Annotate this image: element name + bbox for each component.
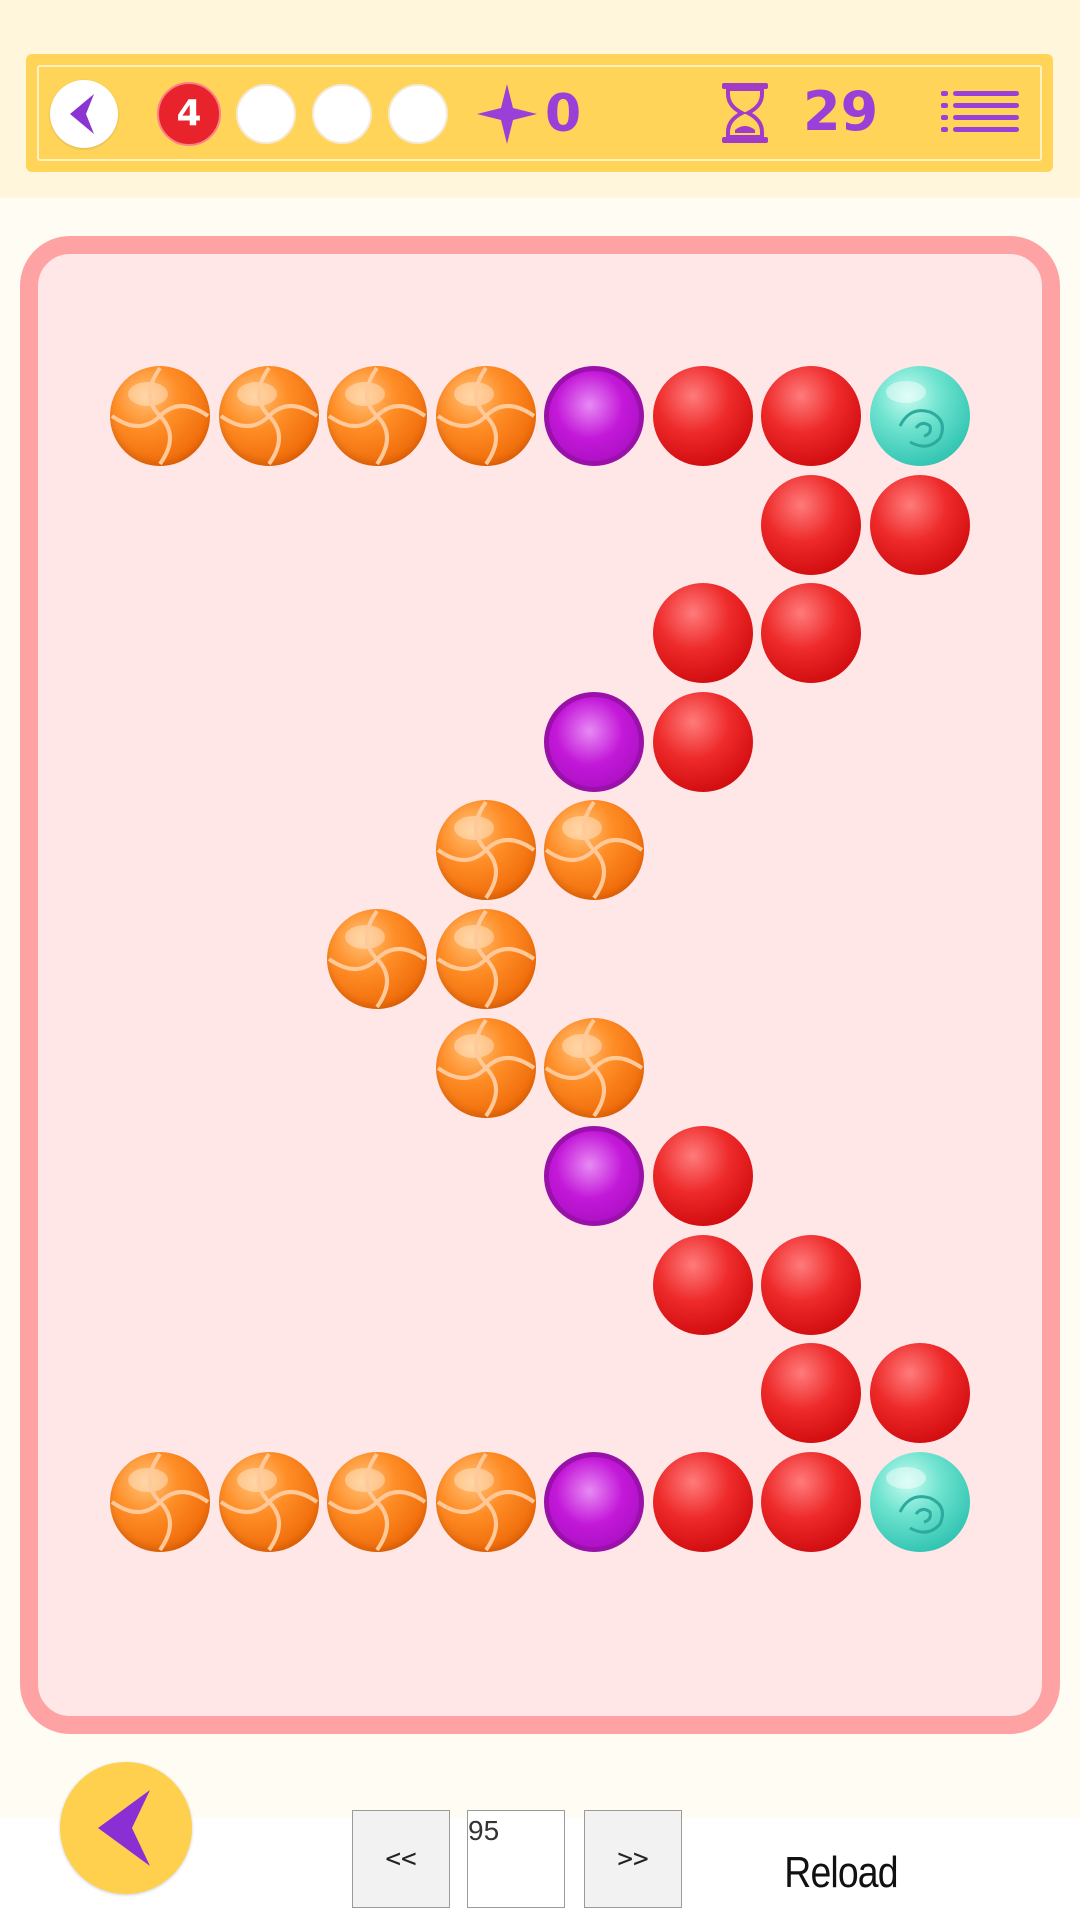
orange-ball[interactable] [327, 1452, 427, 1552]
empty-slot [388, 84, 448, 144]
red-ball[interactable] [653, 366, 753, 466]
purple-ball[interactable] [544, 692, 644, 792]
level-input[interactable]: 95 [467, 1810, 565, 1908]
orange-ball[interactable] [436, 1452, 536, 1552]
star-count: 0 [545, 84, 582, 144]
menu-list-icon[interactable] [940, 88, 1020, 136]
red-ball[interactable] [653, 583, 753, 683]
orange-ball[interactable] [436, 366, 536, 466]
red-ball[interactable] [870, 1343, 970, 1443]
orange-ball[interactable] [544, 800, 644, 900]
orange-ball[interactable] [436, 800, 536, 900]
hud-frame [37, 65, 1042, 161]
empty-slot [312, 84, 372, 144]
orange-ball[interactable] [544, 1018, 644, 1118]
orange-ball[interactable] [436, 909, 536, 1009]
purple-ball[interactable] [544, 1452, 644, 1552]
cyan-ball[interactable] [870, 366, 970, 466]
cyan-ball[interactable] [870, 1452, 970, 1552]
reload-button[interactable]: Reload [784, 1848, 898, 1897]
orange-ball[interactable] [219, 1452, 319, 1552]
orange-ball[interactable] [110, 1452, 210, 1552]
lives-badge: 4 [157, 82, 221, 146]
time-remaining: 29 [803, 80, 879, 143]
red-ball[interactable] [761, 1452, 861, 1552]
red-ball[interactable] [761, 583, 861, 683]
orange-ball[interactable] [436, 1018, 536, 1118]
orange-ball[interactable] [327, 909, 427, 1009]
orange-ball[interactable] [219, 366, 319, 466]
purple-ball[interactable] [544, 1126, 644, 1226]
empty-slot [236, 84, 296, 144]
chevron-left-icon [70, 94, 94, 134]
red-ball[interactable] [653, 1452, 753, 1552]
purple-ball[interactable] [544, 366, 644, 466]
red-ball[interactable] [761, 1235, 861, 1335]
red-ball[interactable] [653, 1126, 753, 1226]
red-ball[interactable] [653, 1235, 753, 1335]
orange-ball[interactable] [327, 366, 427, 466]
next-level-button[interactable]: >> [584, 1810, 682, 1908]
orange-ball[interactable] [110, 366, 210, 466]
hud-back-button[interactable] [50, 80, 118, 148]
hourglass-icon [722, 83, 768, 143]
red-ball[interactable] [653, 692, 753, 792]
red-ball[interactable] [761, 366, 861, 466]
chevron-left-icon [98, 1790, 150, 1866]
red-ball[interactable] [761, 475, 861, 575]
red-ball[interactable] [761, 1343, 861, 1443]
back-button[interactable] [60, 1762, 192, 1894]
red-ball[interactable] [870, 475, 970, 575]
star-icon [477, 84, 537, 144]
prev-level-button[interactable]: << [352, 1810, 450, 1908]
